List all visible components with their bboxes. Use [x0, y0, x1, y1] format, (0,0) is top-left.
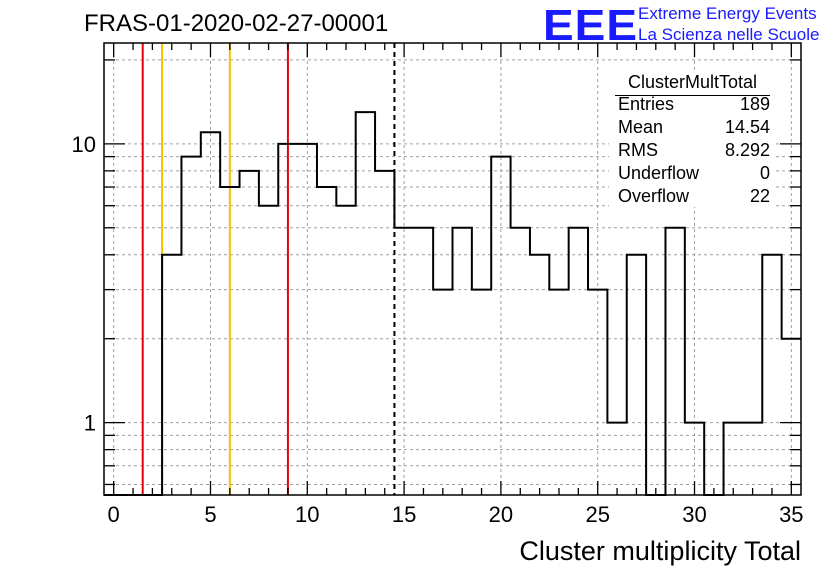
stats-value: 22	[749, 186, 770, 206]
stats-value: 14.54	[724, 117, 770, 137]
y-tick-label: 10	[72, 132, 96, 157]
x-tick-label: 30	[682, 502, 706, 527]
x-tick-label: 20	[489, 502, 513, 527]
stats-label: RMS	[618, 140, 658, 160]
stats-box-title: ClusterMultTotal	[627, 72, 758, 92]
axis-ticks	[104, 43, 801, 495]
x-tick-label: 5	[204, 502, 216, 527]
x-tick-label: 10	[295, 502, 319, 527]
x-tick-label: 15	[392, 502, 416, 527]
marker-lines	[141, 43, 396, 495]
stats-row-overflow: Overflow 22	[618, 186, 770, 208]
stats-row-rms: RMS 8.292	[618, 140, 770, 162]
stats-label: Mean	[618, 117, 664, 137]
stats-value: 189	[739, 94, 770, 114]
logo-line-1: Extreme Energy Events	[638, 4, 817, 23]
eee-logo: EEE Extreme Energy Events La Scienza nel…	[543, 0, 833, 49]
stats-value: 0	[759, 163, 770, 183]
histogram-outline	[104, 111, 801, 496]
stats-label: Underflow	[618, 163, 700, 183]
y-tick-label: 1	[84, 411, 96, 436]
stats-value: 8.292	[724, 140, 770, 160]
logo-line-2: La Scienza nelle Scuole	[638, 25, 820, 44]
plot-frame	[103, 42, 802, 496]
x-tick-label: 35	[779, 502, 803, 527]
x-tick-label: 25	[585, 502, 609, 527]
stats-row-underflow: Underflow 0	[618, 163, 770, 185]
stats-label: Overflow	[618, 186, 690, 206]
stats-label: Entries	[618, 94, 675, 114]
tick-labels: 0 5 10 15 20 25 30 35 1 10	[72, 132, 804, 527]
x-tick-label: 0	[108, 502, 120, 527]
stats-box-divider	[615, 95, 770, 96]
x-axis-label: Cluster multiplicity Total	[519, 536, 801, 566]
stats-box: ClusterMultTotal Entries 189 Mean 14.54 …	[609, 72, 776, 207]
chart-title: FRAS-01-2020-02-27-00001	[84, 10, 389, 37]
eee-logo-mark: EEE	[543, 0, 639, 50]
stats-row-entries: Entries 189	[618, 94, 770, 116]
stats-row-mean: Mean 14.54	[618, 117, 770, 139]
